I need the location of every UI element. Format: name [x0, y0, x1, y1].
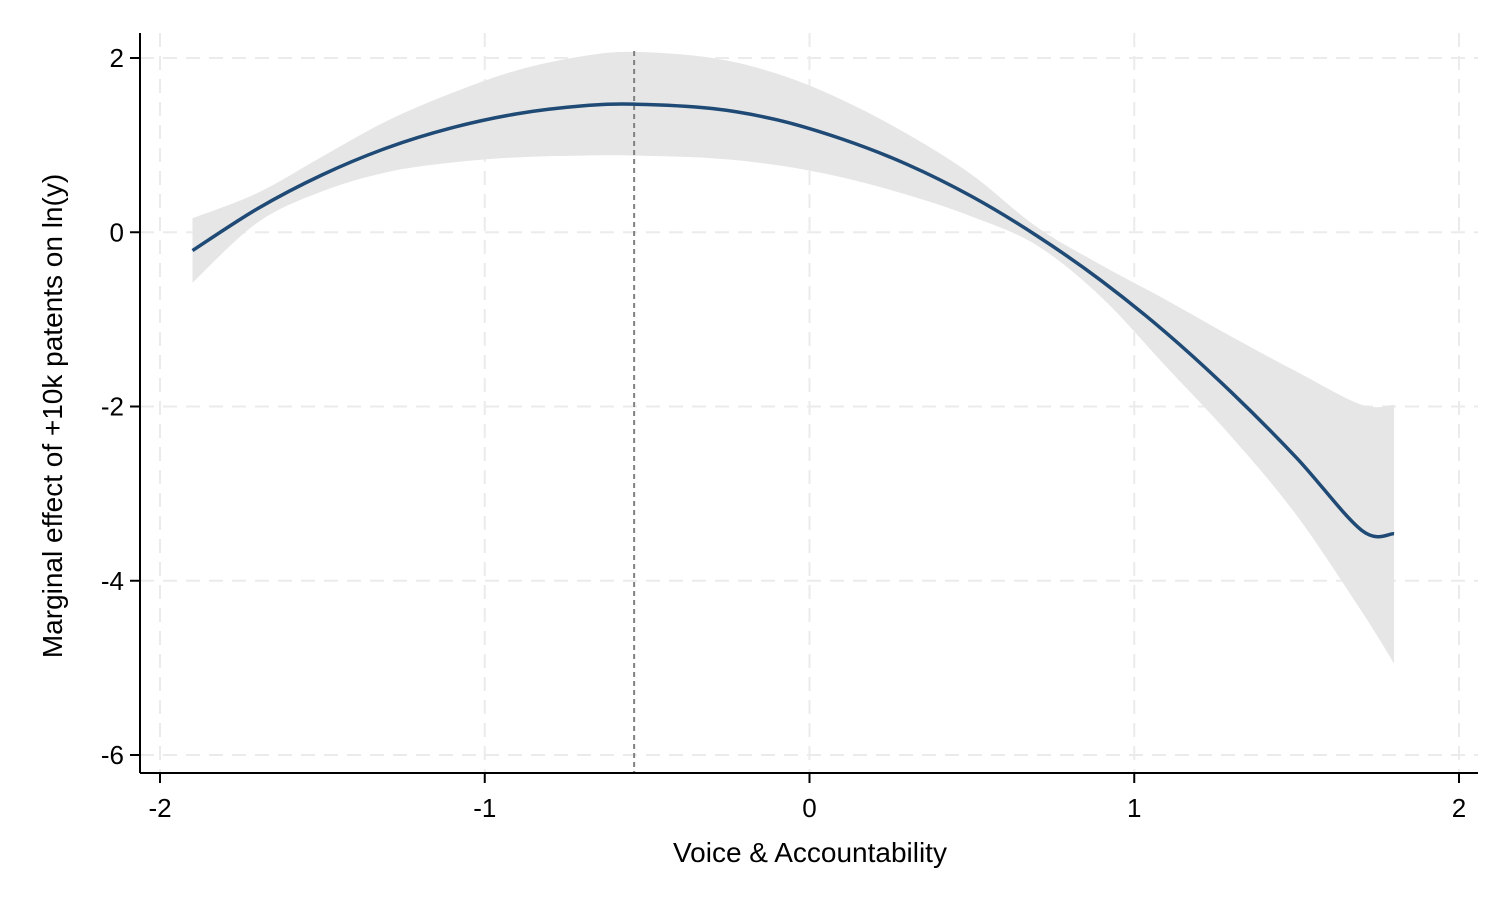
y-tick-label: 2	[110, 43, 124, 73]
marginal-effect-line	[191, 102, 1395, 539]
x-tick-label: -1	[473, 793, 496, 823]
confidence-band	[192, 51, 1395, 664]
y-axis-title: Marginal effect of +10k patents on ln(y)	[37, 174, 68, 658]
series-line-layer	[191, 102, 1395, 539]
x-tick-label: 2	[1452, 793, 1466, 823]
axes	[130, 33, 1478, 783]
x-tick-label: 1	[1127, 793, 1141, 823]
y-tick-label: -4	[101, 566, 124, 596]
y-tick-label: 0	[110, 217, 124, 247]
tick-labels: -2 -1 0 1 2 -6 -4 -2 0 2	[101, 43, 1466, 823]
confidence-band-layer	[192, 51, 1395, 664]
x-axis-title: Voice & Accountability	[673, 837, 947, 868]
y-tick-label: -6	[101, 740, 124, 770]
x-tick-label: -2	[148, 793, 171, 823]
y-tick-label: -2	[101, 392, 124, 422]
x-tick-label: 0	[802, 793, 816, 823]
